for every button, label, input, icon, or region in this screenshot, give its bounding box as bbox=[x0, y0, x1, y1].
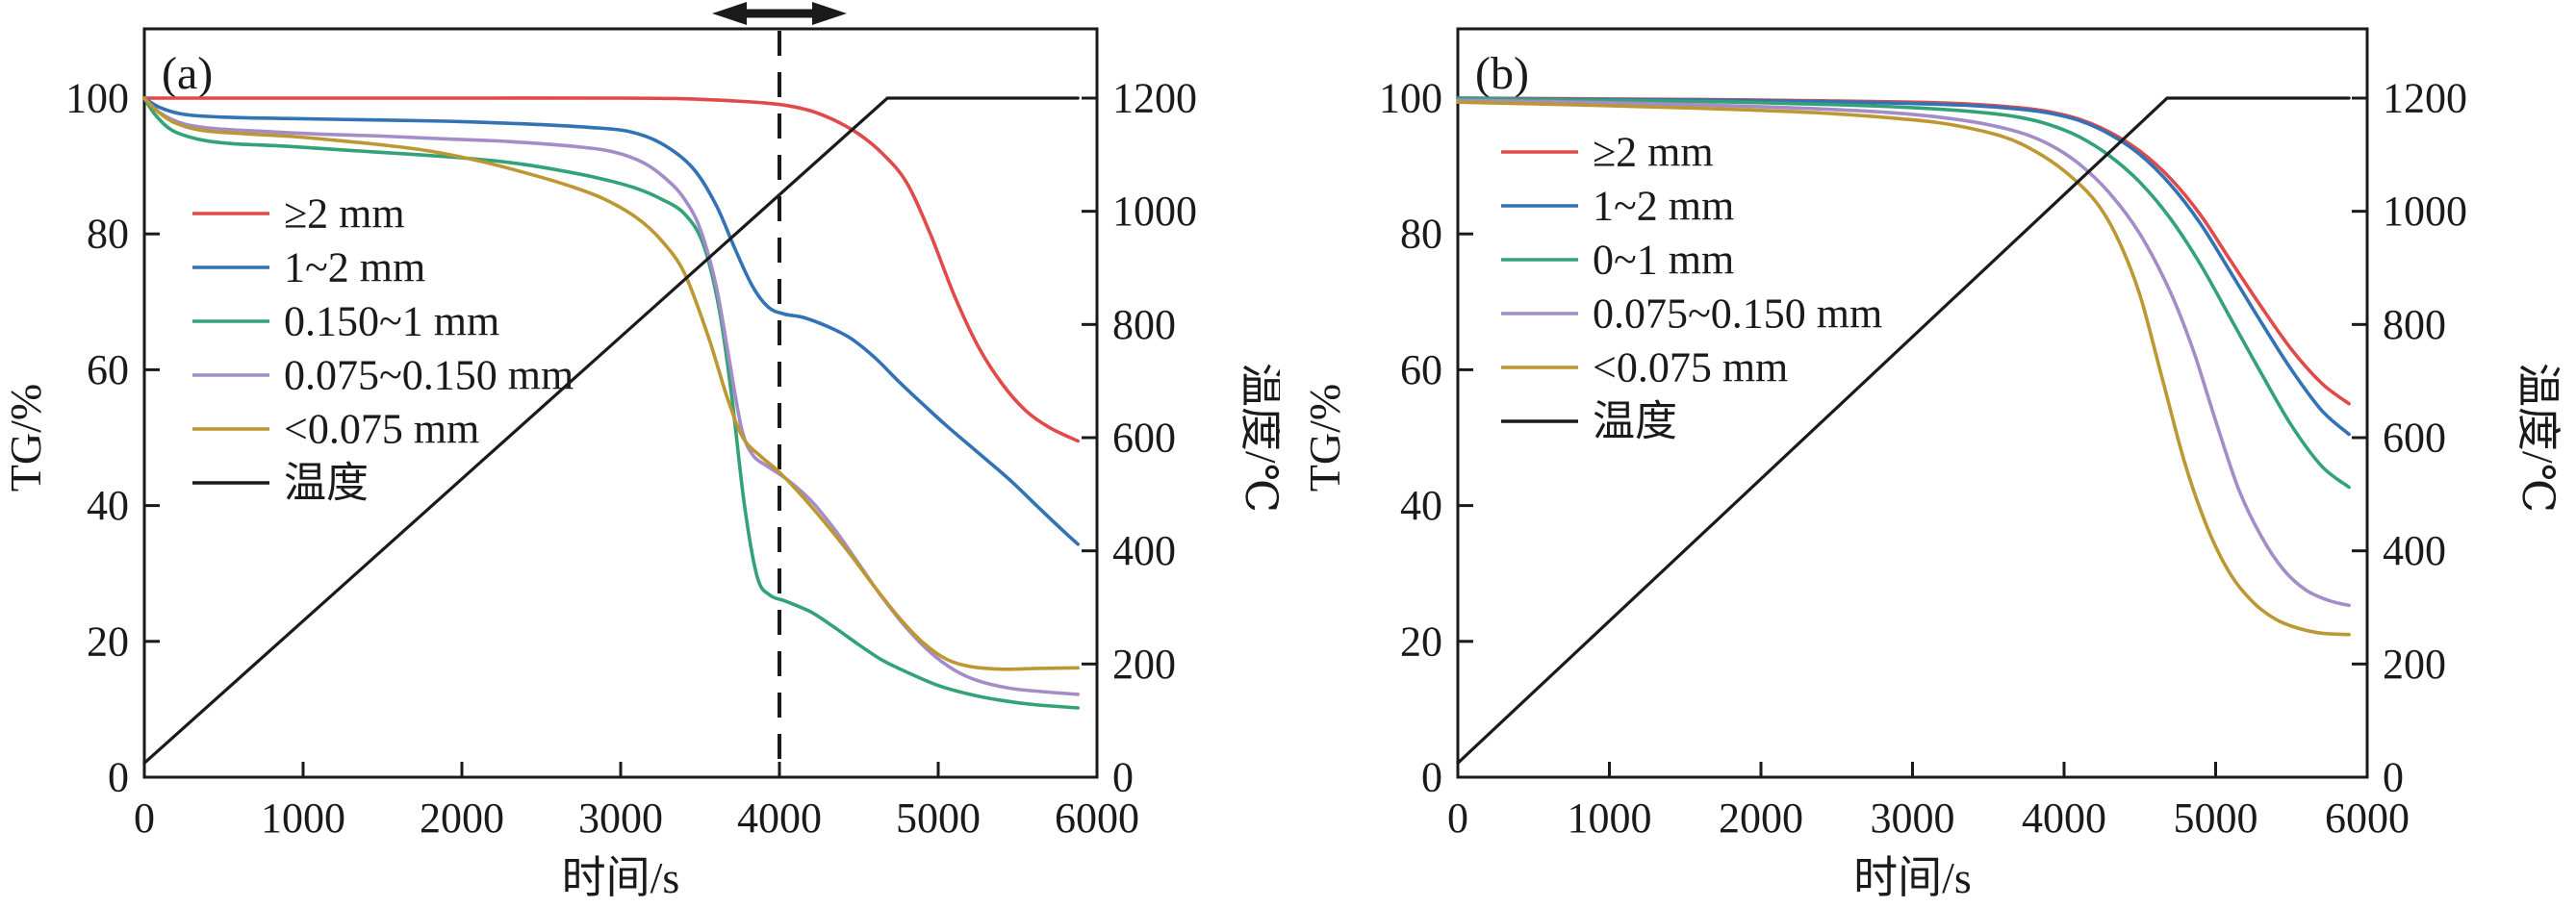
panel-a: 0 1000 2000 3000 4000 5000 6000 0 20 40 60 80 100 0 20… bbox=[0, 0, 1286, 908]
chart-a-svg: 0 1000 2000 3000 4000 5000 6000020406080100020… bbox=[1, 2, 1286, 902]
legend-item-geq-2-mm: ≥2 mm bbox=[1501, 129, 1714, 176]
y-right-tick-label: 1200 bbox=[1112, 75, 1197, 122]
x-axis-label: 时间/s bbox=[1853, 853, 1972, 902]
y-right-tick-label: 600 bbox=[2383, 415, 2446, 462]
y-left-tick-label: 40 bbox=[87, 482, 129, 529]
series-line-1-2-mm bbox=[1456, 96, 2351, 437]
x-tick-label: 5000 bbox=[896, 794, 981, 842]
y-right-tick-label: 800 bbox=[2383, 301, 2446, 348]
y-right-tick-label: 0 bbox=[2383, 754, 2404, 801]
legend-label: ≥2 mm bbox=[1593, 129, 1714, 176]
y-left-tick-label: 80 bbox=[1400, 211, 1442, 258]
y-right-tick-label: 400 bbox=[1112, 527, 1176, 574]
y-left-axis-label: TG/% bbox=[1300, 384, 1349, 492]
x-tick-label: 4000 bbox=[2022, 794, 2106, 842]
y-left-tick-label: 60 bbox=[87, 346, 129, 393]
y-left-tick-label: 0 bbox=[108, 754, 129, 801]
panel-label: (a) bbox=[162, 48, 213, 99]
series-line-0p075-0p150-mm bbox=[142, 96, 1080, 696]
legend-item-geq-2-mm: ≥2 mm bbox=[192, 190, 405, 238]
legend-label: 1~2 mm bbox=[284, 244, 425, 291]
y-right-tick-label: 200 bbox=[1112, 641, 1176, 688]
y-left-tick-label: 20 bbox=[1400, 618, 1442, 665]
legend-item-1-2-mm: 1~2 mm bbox=[192, 244, 425, 291]
x-tick-label: 3000 bbox=[1871, 794, 1955, 842]
y-right-tick-label: 1200 bbox=[2383, 75, 2467, 122]
legend-item-1-2-mm: 1~2 mm bbox=[1501, 183, 1734, 230]
panel-b: 0 1000 2000 3000 4000 5000 6000 0 20 40 60 80 100 0 20… bbox=[1280, 0, 2576, 908]
series-line-lt-0p075-mm bbox=[1456, 100, 2351, 637]
series-line-temperature bbox=[142, 96, 1080, 765]
y-right-tick-label: 1000 bbox=[2383, 188, 2467, 235]
y-right-tick-label: 0 bbox=[1112, 754, 1134, 801]
legend-label: 1~2 mm bbox=[1593, 183, 1734, 230]
series-line-0-1-mm bbox=[1456, 96, 2351, 490]
y-right-tick-label: 1000 bbox=[1112, 188, 1197, 235]
legend-item-temperature: 温度 bbox=[192, 460, 369, 507]
y-right-tick-label: 800 bbox=[1112, 301, 1176, 348]
legend-item-0p075-0p150-mm: 0.075~0.150 mm bbox=[192, 352, 574, 399]
y-right-tick-label: 400 bbox=[2383, 527, 2446, 574]
series-line-1-2-mm bbox=[142, 96, 1080, 546]
x-tick-label: 6000 bbox=[1055, 794, 1139, 842]
legend-label: <0.075 mm bbox=[284, 406, 479, 453]
legend-item-lt-0p075-mm: <0.075 mm bbox=[192, 406, 479, 453]
y-left-tick-label: 60 bbox=[1400, 346, 1442, 393]
legend-item-0-1-mm: 0~1 mm bbox=[1501, 237, 1734, 284]
x-tick-label: 3000 bbox=[578, 794, 663, 842]
y-left-axis-label: TG/% bbox=[1, 384, 50, 492]
y-left-tick-label: 40 bbox=[1400, 482, 1442, 529]
x-tick-label: 2000 bbox=[1719, 794, 1803, 842]
legend-label: 0.075~0.150 mm bbox=[1593, 290, 1882, 338]
x-tick-label: 6000 bbox=[2325, 794, 2410, 842]
x-tick-label: 1000 bbox=[261, 794, 345, 842]
legend-label: 0.075~0.150 mm bbox=[284, 352, 574, 399]
y-right-axis-label: 温度/℃ bbox=[2513, 363, 2563, 513]
y-right-tick-label: 600 bbox=[1112, 415, 1176, 462]
y-right-axis-label: 温度/℃ bbox=[1237, 363, 1280, 513]
range-arrow-right-head bbox=[812, 2, 847, 25]
series-line-geq-2-mm bbox=[1456, 96, 2351, 406]
range-arrow-icon bbox=[712, 2, 847, 25]
y-left-tick-label: 100 bbox=[1379, 75, 1442, 122]
panel-label: (b) bbox=[1475, 48, 1529, 99]
y-left-tick-label: 20 bbox=[87, 618, 129, 665]
legend-label: 温度 bbox=[284, 460, 369, 507]
y-left-tick-label: 0 bbox=[1421, 754, 1442, 801]
legend-label: 温度 bbox=[1593, 398, 1677, 445]
legend-item-temperature: 温度 bbox=[1501, 398, 1677, 445]
series-line-0p075-0p150-mm bbox=[1456, 98, 2351, 608]
plot-frame bbox=[142, 27, 1099, 779]
range-arrow-left-head bbox=[712, 2, 747, 25]
series-line-lt-0p075-mm bbox=[142, 96, 1080, 671]
legend-item-0p150-1-mm: 0.150~1 mm bbox=[192, 298, 499, 345]
x-tick-label: 0 bbox=[1447, 794, 1468, 842]
series-line-temperature bbox=[1456, 96, 2351, 765]
x-tick-label: 1000 bbox=[1568, 794, 1652, 842]
x-tick-label: 2000 bbox=[420, 794, 504, 842]
y-left-tick-label: 80 bbox=[87, 211, 129, 258]
legend-label: 0.150~1 mm bbox=[284, 298, 499, 345]
series-line-geq-2-mm bbox=[142, 96, 1080, 443]
y-right-tick-label: 200 bbox=[2383, 641, 2446, 688]
legend-label: ≥2 mm bbox=[284, 190, 405, 238]
legend-item-lt-0p075-mm: <0.075 mm bbox=[1501, 344, 1788, 391]
x-tick-label: 5000 bbox=[2174, 794, 2258, 842]
x-tick-label: 0 bbox=[134, 794, 155, 842]
legend-label: <0.075 mm bbox=[1593, 344, 1788, 391]
x-axis-label: 时间/s bbox=[562, 853, 680, 902]
x-tick-label: 4000 bbox=[737, 794, 822, 842]
y-left-tick-label: 100 bbox=[65, 75, 129, 122]
legend-item-0p075-0p150-mm: 0.075~0.150 mm bbox=[1501, 290, 1882, 338]
chart-b-svg: 0 1000 2000 3000 4000 5000 6000020406080100020… bbox=[1300, 27, 2563, 902]
legend-label: 0~1 mm bbox=[1593, 237, 1734, 284]
